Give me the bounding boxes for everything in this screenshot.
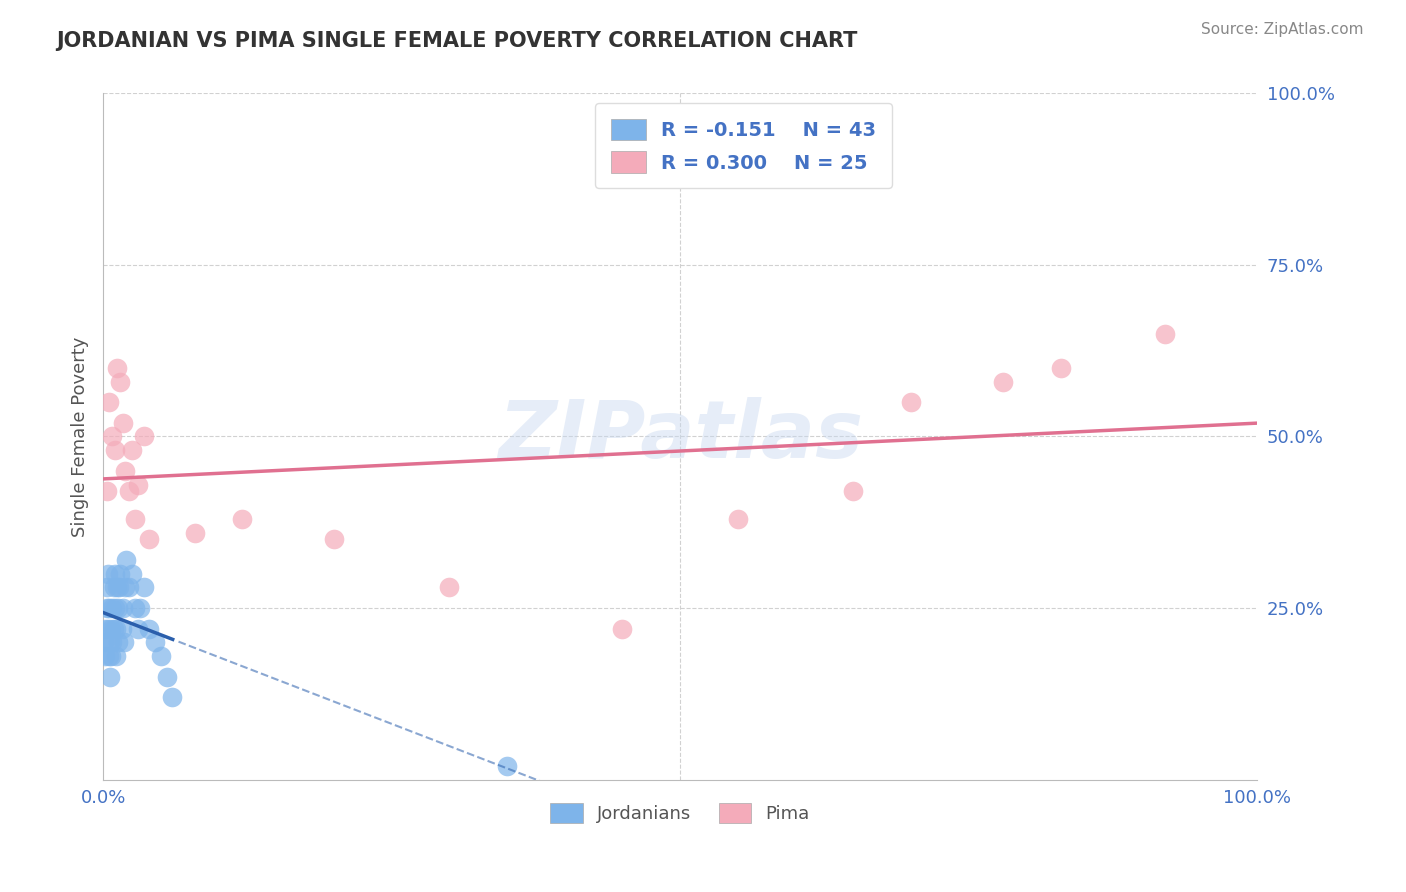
Point	[97, 622, 120, 636]
Point	[124, 512, 146, 526]
Point	[100, 622, 122, 636]
Point	[103, 622, 125, 636]
Point	[132, 429, 155, 443]
Point	[1153, 326, 1175, 341]
Point	[900, 395, 922, 409]
Point	[110, 375, 132, 389]
Text: ZIPatlas: ZIPatlas	[498, 398, 863, 475]
Point	[93, 635, 115, 649]
Point	[104, 649, 127, 664]
Point	[127, 477, 149, 491]
Point	[94, 649, 117, 664]
Point	[439, 581, 461, 595]
Point	[94, 622, 117, 636]
Legend: Jordanians, Pima: Jordanians, Pima	[541, 795, 818, 832]
Point	[103, 581, 125, 595]
Point	[110, 566, 132, 581]
Point	[612, 622, 634, 636]
Point	[322, 533, 344, 547]
Point	[842, 484, 865, 499]
Point	[101, 601, 124, 615]
Y-axis label: Single Female Poverty: Single Female Poverty	[72, 336, 89, 537]
Point	[104, 443, 127, 458]
Point	[124, 601, 146, 615]
Point	[114, 464, 136, 478]
Point	[155, 670, 177, 684]
Point	[991, 375, 1014, 389]
Point	[117, 484, 139, 499]
Text: Source: ZipAtlas.com: Source: ZipAtlas.com	[1201, 22, 1364, 37]
Point	[101, 635, 124, 649]
Point	[111, 416, 134, 430]
Point	[108, 581, 131, 595]
Point	[727, 512, 749, 526]
Point	[97, 649, 120, 664]
Point	[104, 566, 127, 581]
Point	[96, 484, 118, 499]
Point	[162, 690, 184, 705]
Point	[101, 429, 124, 443]
Point	[1050, 360, 1073, 375]
Point	[98, 635, 121, 649]
Point	[121, 443, 143, 458]
Point	[138, 622, 160, 636]
Point	[138, 533, 160, 547]
Point	[110, 622, 132, 636]
Point	[114, 581, 136, 595]
Point	[100, 649, 122, 664]
Point	[127, 622, 149, 636]
Point	[98, 670, 121, 684]
Point	[184, 525, 207, 540]
Point	[96, 601, 118, 615]
Point	[107, 601, 129, 615]
Point	[231, 512, 253, 526]
Point	[117, 581, 139, 595]
Point	[97, 566, 120, 581]
Point	[129, 601, 152, 615]
Point	[97, 395, 120, 409]
Point	[105, 360, 128, 375]
Point	[96, 581, 118, 595]
Point	[143, 635, 166, 649]
Point	[112, 635, 135, 649]
Text: JORDANIAN VS PIMA SINGLE FEMALE POVERTY CORRELATION CHART: JORDANIAN VS PIMA SINGLE FEMALE POVERTY …	[56, 31, 858, 51]
Point	[115, 553, 138, 567]
Point	[496, 759, 519, 773]
Point	[132, 581, 155, 595]
Point	[104, 601, 127, 615]
Point	[121, 566, 143, 581]
Point	[111, 601, 134, 615]
Point	[107, 635, 129, 649]
Point	[97, 601, 120, 615]
Point	[149, 649, 172, 664]
Point	[105, 581, 128, 595]
Point	[104, 622, 127, 636]
